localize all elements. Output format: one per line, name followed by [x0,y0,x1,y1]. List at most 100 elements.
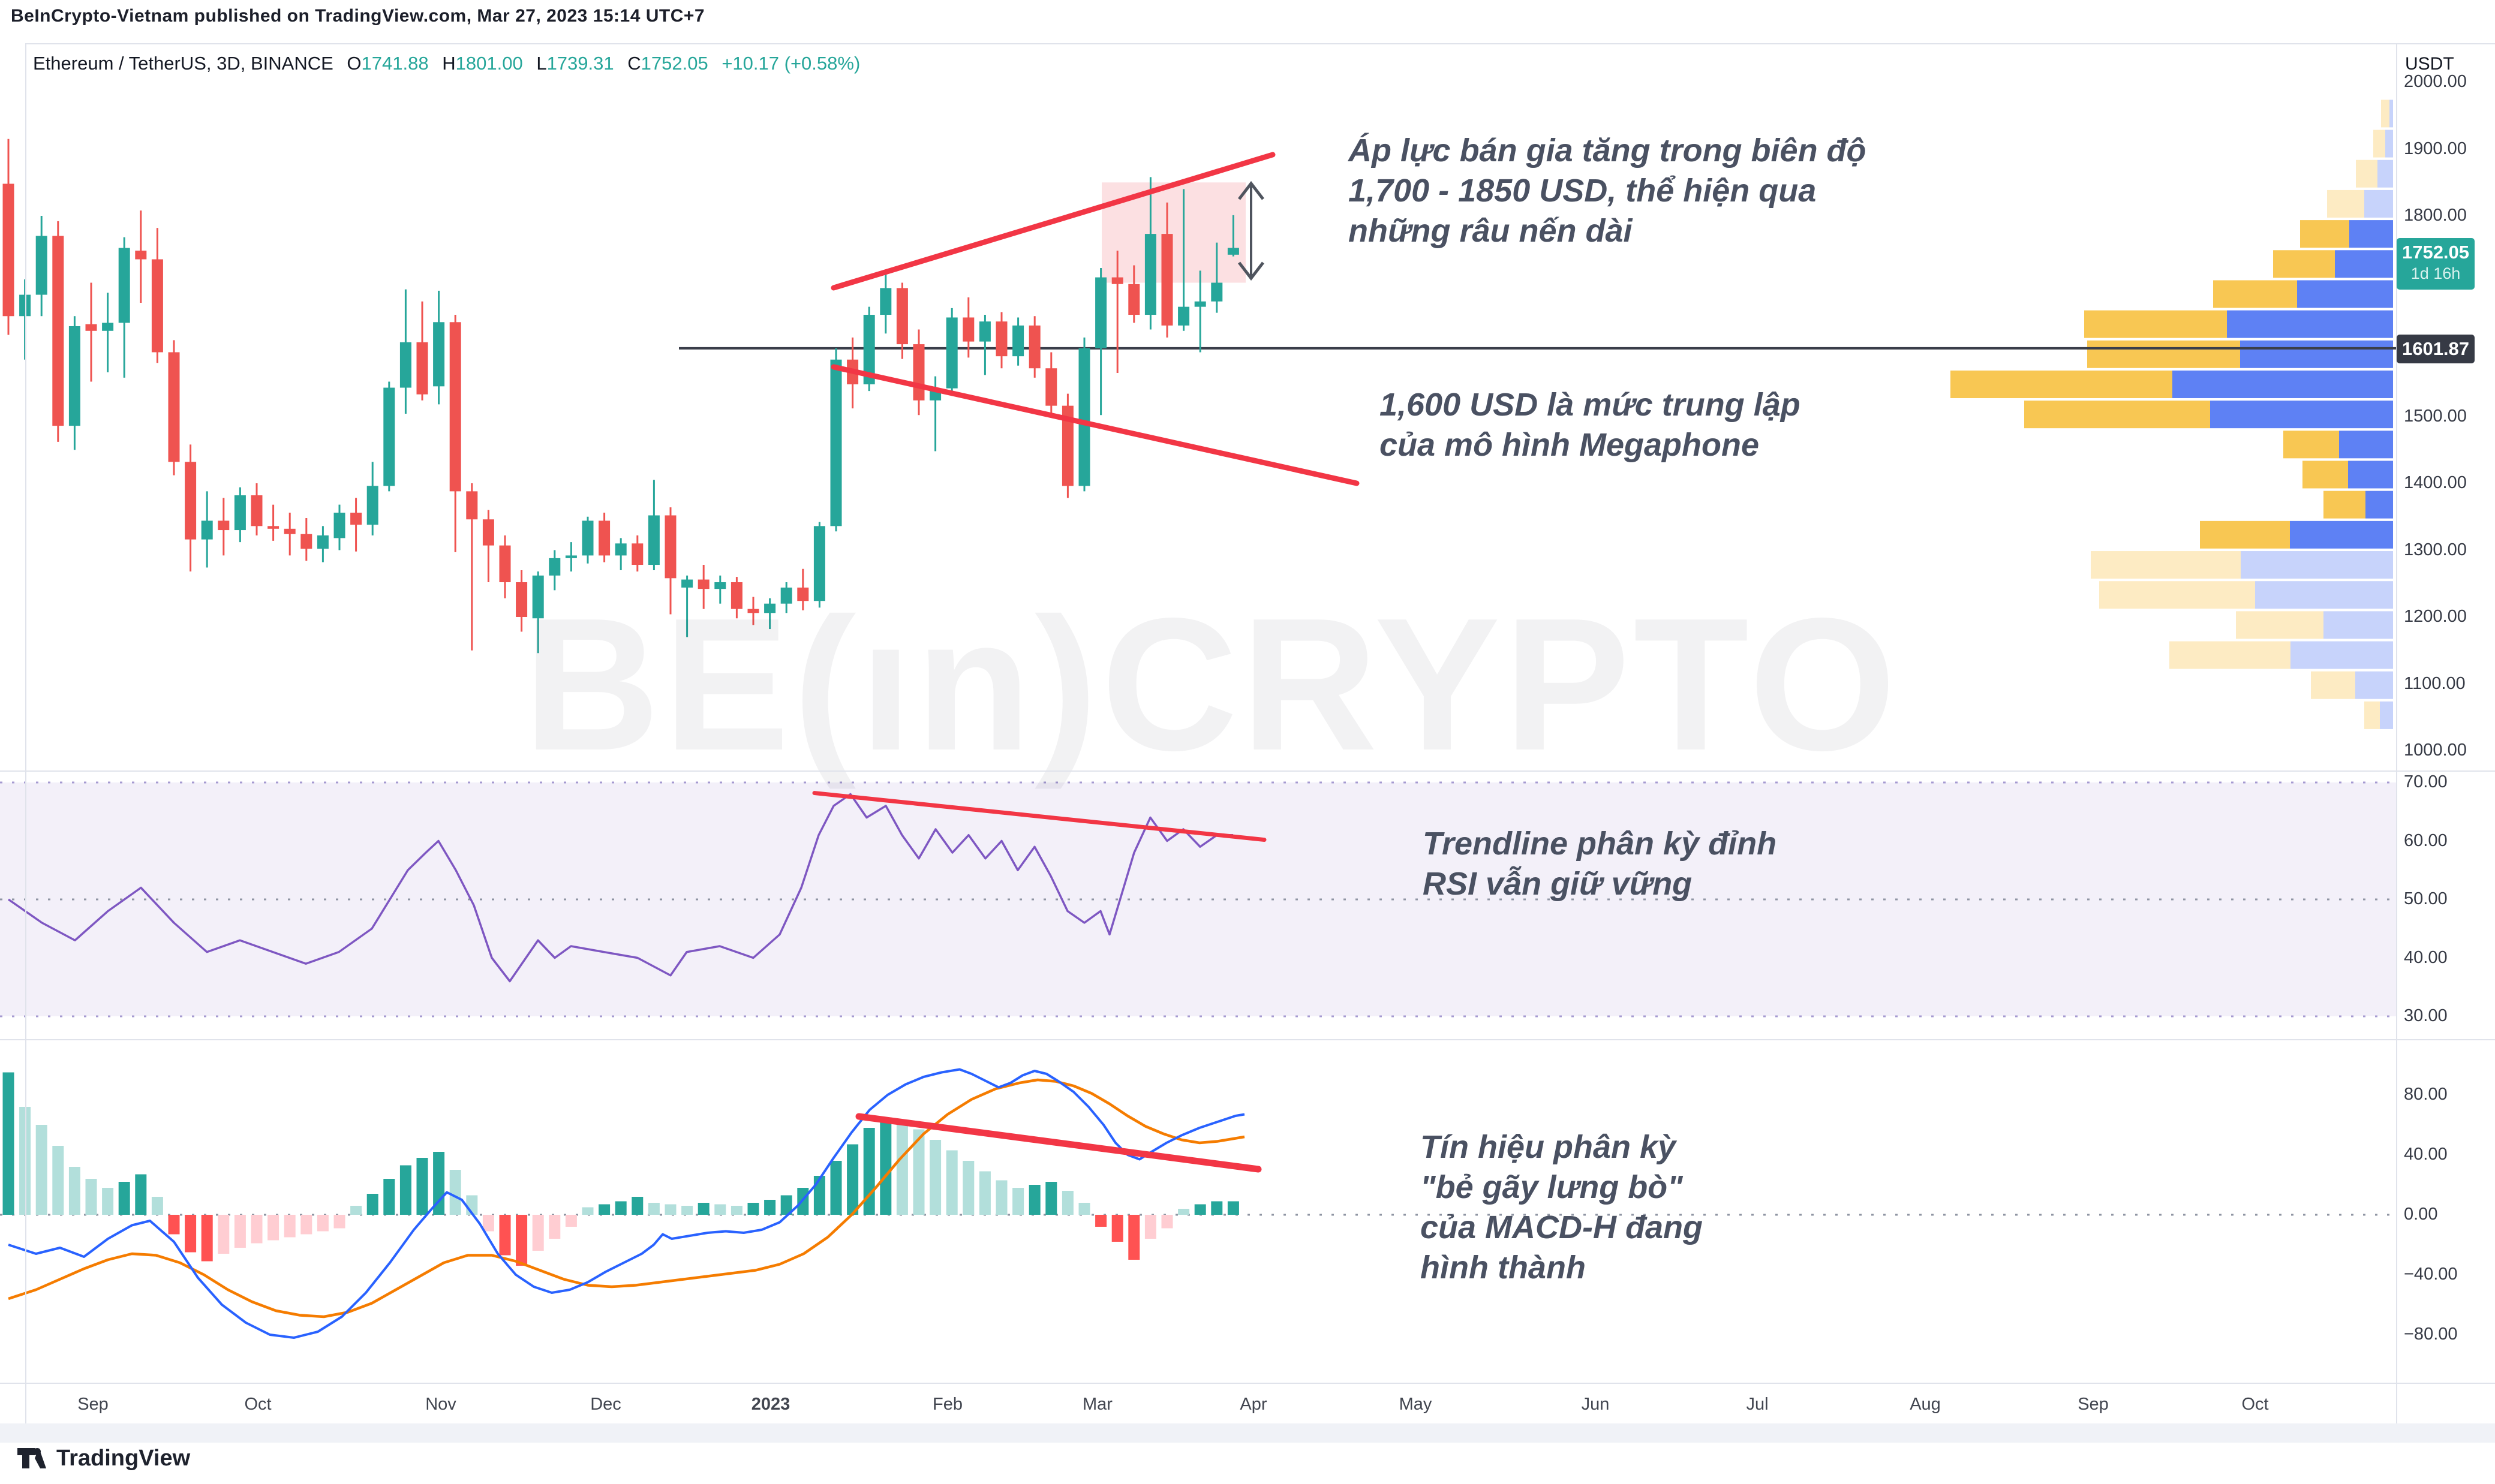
candle-body [499,545,511,583]
candle-body [896,288,908,345]
range-arrow-head-down [1238,261,1264,281]
macd-tick: 40.00 [2404,1145,2448,1164]
tradingview-logo-icon [17,1448,46,1468]
candle-body [135,250,147,260]
high-value: 1801.00 [455,53,523,74]
volume-profile-buy-bar [2169,641,2290,669]
macd-histogram-bar [19,1107,31,1215]
macd-histogram-bar [168,1215,180,1235]
rsi-line [7,793,1233,983]
volume-profile-sell-bar [2240,340,2393,368]
rsi-tick: 60.00 [2404,830,2448,850]
volume-profile-buy-bar [2024,401,2210,429]
volume-profile-sell-bar [2290,641,2393,669]
price-tick: 1200.00 [2404,607,2467,626]
volume-profile-buy-bar [2327,189,2364,218]
volume-profile-sell-bar [2380,701,2393,729]
time-label-dec: Dec [590,1395,621,1414]
tradingview-logo[interactable]: TradingView [17,1444,190,1473]
candle-body [714,582,726,589]
macd-histogram-bar [615,1201,627,1215]
macd-histogram-bar [565,1215,577,1227]
candle-body [615,543,627,556]
macd-histogram-bar [151,1197,163,1215]
macd-histogram-bar [267,1215,279,1241]
time-label-apr: Apr [1240,1395,1267,1414]
annotation-text-1: Áp lực bán gia tăng trong biên độ 1,700 -… [1348,133,1866,249]
macd-histogram-bar [516,1215,528,1266]
candle-body [151,259,163,353]
price-tick: 1800.00 [2404,206,2467,225]
macd-histogram-bar [1227,1201,1239,1215]
macd-histogram-bar [979,1171,991,1215]
macd-tick: 80.00 [2404,1085,2448,1104]
candle-body [399,342,411,388]
macd-histogram-bar [1194,1204,1206,1215]
candle-body [747,609,759,613]
megaphone-upper-trendline [831,152,1276,291]
volume-profile-buy-bar [2099,581,2255,609]
macd-histogram-bar [698,1203,710,1215]
volume-profile-sell-bar [2389,100,2393,128]
candle-body [284,528,296,534]
macd-histogram-bar [35,1125,47,1215]
last-price-badge: 1752.05 1d 16h [2397,238,2475,290]
candle-body [632,543,644,565]
macd-histogram-bar [350,1206,362,1215]
candle-body [516,582,528,617]
candle-body [1211,282,1223,302]
volume-profile-sell-bar [2335,250,2393,278]
candle-body [979,321,991,342]
macd-histogram-bar [118,1182,130,1215]
macd-histogram-bar [499,1215,511,1256]
candle-body [383,387,395,486]
candle-body [35,236,47,295]
macd-histogram-bar [863,1128,875,1215]
macd-histogram-bar [52,1146,64,1215]
macd-histogram-bar [731,1206,743,1215]
volume-profile-sell-bar [2349,220,2393,248]
macd-histogram-bar [599,1204,611,1215]
candle-body [863,315,875,384]
beincrypto-watermark: BE(ın)CRYPTO [523,579,1900,790]
time-label-2023: 2023 [751,1395,790,1414]
candle-body [118,248,130,323]
change-value: +10.17 (+0.58%) [722,53,861,74]
macd-histogram-bar [482,1215,494,1232]
macd-histogram-bar [764,1200,776,1215]
volume-profile-sell-bar [2364,189,2393,218]
macd-tick: −80.00 [2404,1325,2458,1344]
candle-body [1045,368,1057,406]
symbol-legend: Ethereum / TetherUS, 3D, BINANCE O1741.8… [33,53,861,74]
time-label-jul: Jul [1746,1395,1769,1414]
macd-histogram-bar [333,1215,345,1229]
macd-histogram-bar [632,1197,644,1215]
macd-histogram-bar [582,1207,594,1215]
macd-histogram-bar [830,1161,842,1215]
macd-histogram-bar [383,1179,395,1215]
volume-profile-buy-bar [2087,340,2240,368]
macd-histogram-bar [416,1158,428,1215]
time-axis-separator [0,1383,2495,1384]
price-tick: 1900.00 [2404,139,2467,158]
macd-histogram-bar [1144,1215,1156,1239]
time-label-nov: Nov [425,1395,456,1414]
volume-profile-buy-bar [2283,431,2339,459]
megaphone-lower-trendline [831,364,1360,486]
candle-body [52,236,64,426]
candle-body [1178,306,1190,326]
candle-body [350,513,362,525]
macd-histogram-bar [1078,1203,1090,1215]
candle-body [797,587,809,601]
volume-profile-buy-bar [1950,370,2172,398]
annotation-text-2: 1,600 USD là mức trung lập của mô hình Me… [1379,387,1800,463]
candle-body [449,322,461,492]
macd-histogram-bar [135,1174,147,1215]
candle-body [416,342,428,395]
volume-profile-buy-bar [2273,250,2335,278]
macd-histogram-bar [2,1072,14,1215]
time-label-oct: Oct [2241,1395,2269,1414]
candle-body [880,288,892,315]
bar-countdown: 1d 16h [2410,264,2461,282]
